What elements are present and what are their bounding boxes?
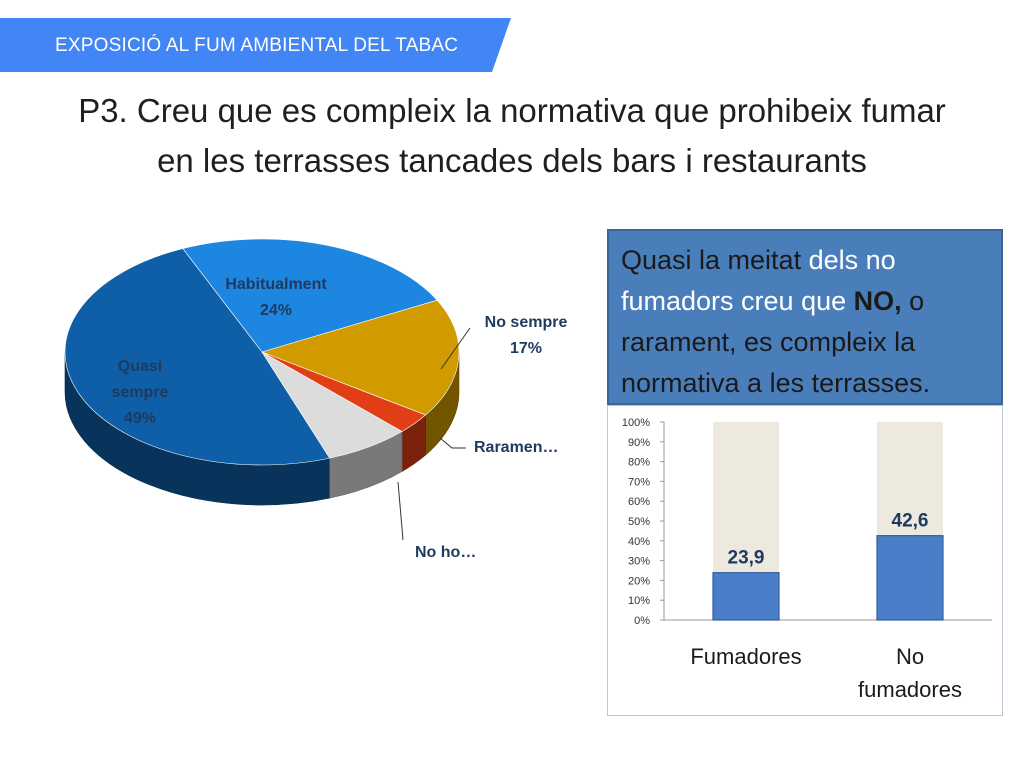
leader-no-ho — [397, 481, 404, 541]
callout-text-2: o rarament, es compleix la normativa a l… — [621, 286, 931, 398]
y-tick-label: 70% — [628, 476, 650, 488]
pie-label-habitualment: Habitualment 24% — [225, 276, 327, 319]
y-tick-label: 100% — [622, 417, 650, 429]
y-tick-label: 40% — [628, 536, 650, 548]
bar-remainder — [713, 422, 779, 573]
pie-label-no-ho: No ho… — [415, 544, 476, 561]
banner-title: EXPOSICIÓ AL FUM AMBIENTAL DEL TABAC — [55, 35, 459, 56]
pie-slice-0 — [64, 248, 331, 466]
bar-chart-panel: 0% 10% 20% 30% 40% 50% 60% 70% 80% 90% 100% 23,9 Fum… — [607, 405, 1003, 716]
bar-chart: 0% 10% 20% 30% 40% 50% 60% 70% 80% 90% 100% 23,9 Fum… — [622, 417, 992, 702]
callout-no: NO, — [853, 286, 902, 316]
callout-highlight: Quasi la meitat — [621, 245, 802, 275]
bar-value — [876, 535, 944, 621]
header-banner: EXPOSICIÓ AL FUM AMBIENTAL DEL TABAC — [0, 18, 512, 72]
slide-title-line-2: en les terrasses tancades dels bars i re… — [157, 142, 867, 179]
y-tick-label: 60% — [628, 496, 650, 508]
pie-label-raramen: Raramen… — [474, 439, 558, 456]
bar-category-label: Fumadores — [690, 644, 801, 669]
slide-title: P3. Creu que es compleix la normativa qu… — [20, 86, 1004, 186]
y-tick-label: 30% — [628, 556, 650, 568]
banner-shape — [0, 18, 511, 72]
pie-label-quasi-sempre: Quasi sempre 49% — [112, 358, 169, 427]
bar-value — [712, 572, 780, 621]
pie-slice-4 — [261, 351, 403, 459]
pie-slice-1 — [182, 238, 438, 353]
bar-value-label: 42,6 — [892, 511, 929, 532]
bar-remainder — [877, 422, 943, 536]
y-tick-label: 90% — [628, 437, 650, 449]
callout-text-1: dels no fumadors creu que — [621, 245, 896, 316]
callout-box: Quasi la meitat dels no fumadors creu qu… — [607, 229, 1003, 405]
pie-slice-2 — [261, 299, 460, 416]
y-tick-label: 50% — [628, 516, 650, 528]
bar-value-label: 23,9 — [728, 548, 765, 569]
pie-label-no-sempre: No sempre 17% — [485, 314, 568, 357]
y-tick-label: 80% — [628, 457, 650, 469]
pie-chart: Quasi sempre 49% Habitualment 24% No sempre 17… — [64, 238, 568, 561]
y-tick-label: 0% — [634, 615, 650, 627]
leader-no-sempre — [440, 327, 471, 370]
leader-raramen — [439, 437, 466, 449]
slide-title-line-1: P3. Creu que es compleix la normativa qu… — [78, 92, 946, 129]
bar-category-label: No fumadores — [858, 644, 962, 702]
y-tick-label: 10% — [628, 595, 650, 607]
y-tick-label: 20% — [628, 575, 650, 587]
